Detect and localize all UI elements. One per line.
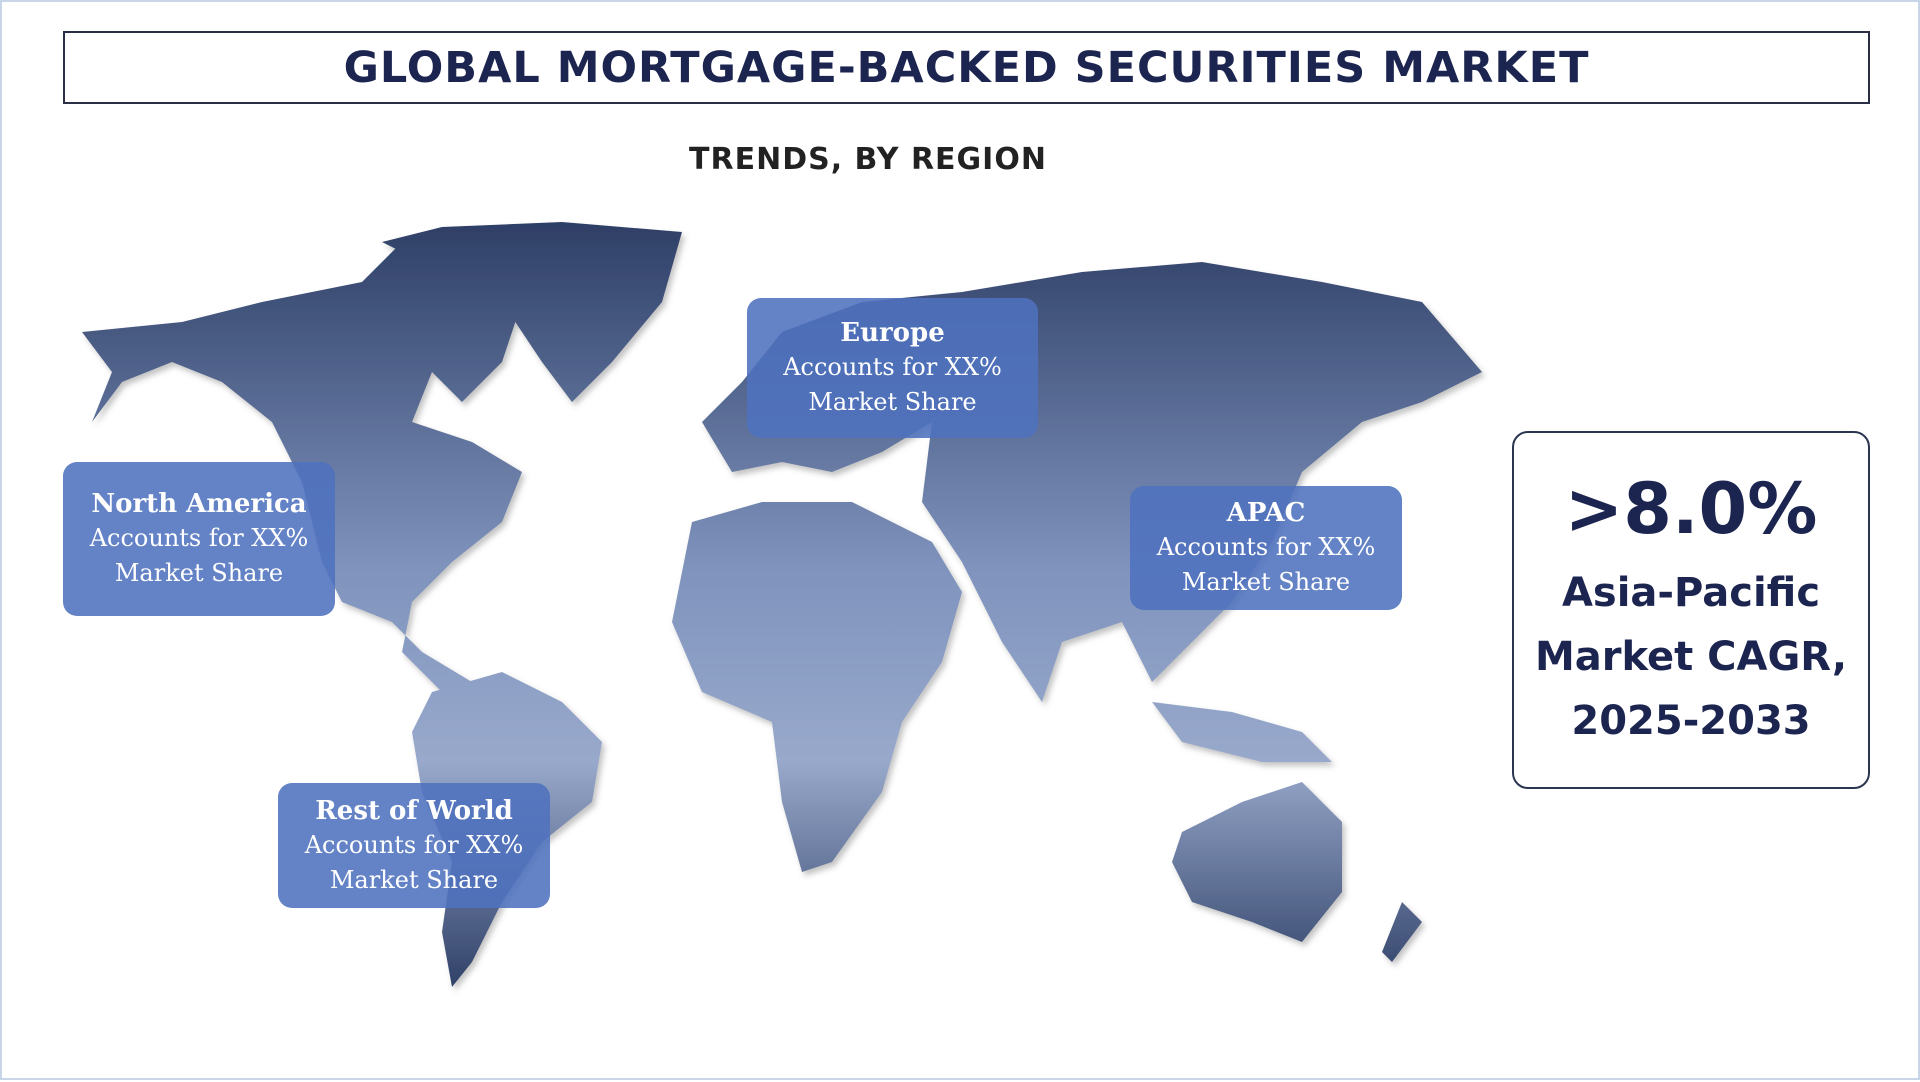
cagr-label: Market CAGR, [1534,634,1848,680]
page-title: GLOBAL MORTGAGE-BACKED SECURITIES MARKET [343,42,1590,93]
region-label: Market Share [1181,568,1351,596]
region-north-america: North America Accounts for XX% Market Sh… [63,462,335,616]
greenland-shape [382,222,682,402]
africa-shape [672,502,962,872]
region-label: Market Share [329,865,499,894]
subtitle: TRENDS, BY REGION [689,142,1047,177]
region-share: Accounts for XX% [89,524,309,552]
region-name: North America [91,489,307,519]
asia-shape [922,262,1482,702]
title-box: GLOBAL MORTGAGE-BACKED SECURITIES MARKET [63,31,1870,104]
region-label: Market Share [808,388,977,416]
indonesia-shape [1152,702,1332,762]
new-zealand-shape [1382,902,1422,962]
region-share: Accounts for XX% [304,830,524,859]
region-label: Market Share [114,559,284,587]
cagr-period: 2025-2033 [1571,698,1811,744]
australia-shape [1172,782,1342,942]
region-share: Accounts for XX% [783,353,1002,381]
region-europe: Europe Accounts for XX% Market Share [747,298,1038,438]
cagr-box: >8.0% Asia-Pacific Market CAGR, 2025-203… [1512,431,1870,789]
region-name: Rest of World [315,795,513,826]
region-name: APAC [1226,498,1306,528]
cagr-region: Asia-Pacific [1561,570,1821,616]
region-name: Europe [840,318,945,348]
region-rest-of-world: Rest of World Accounts for XX% Market Sh… [278,783,550,908]
region-apac: APAC Accounts for XX% Market Share [1130,486,1402,610]
region-share: Accounts for XX% [1156,533,1376,561]
cagr-value: >8.0% [1564,468,1818,550]
